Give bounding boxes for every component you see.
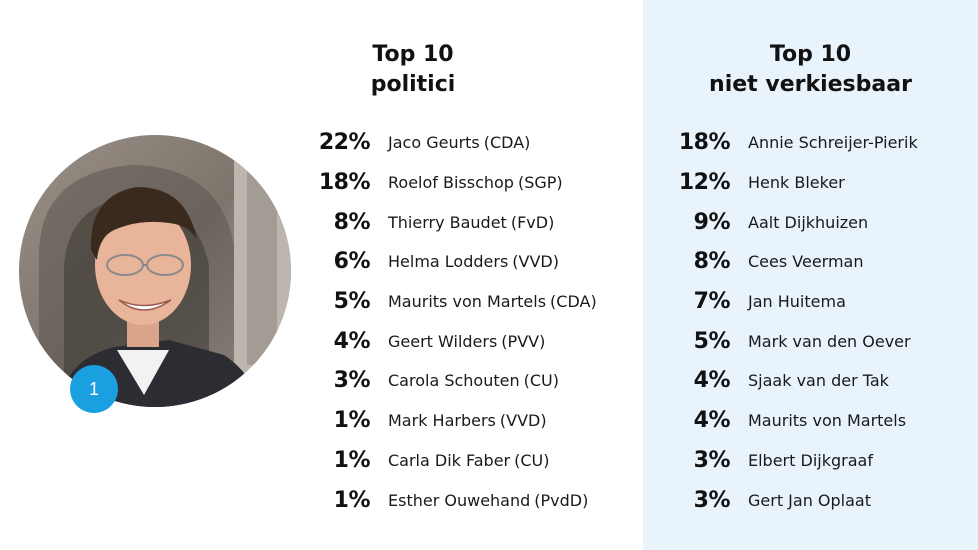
person-name: Annie Schreijer-Pierik <box>748 133 918 153</box>
percentage-label: 3% <box>333 368 371 394</box>
portrait-illustration <box>19 135 291 407</box>
niet-verkiesbaar-heading: Top 10 niet verkiesbaar <box>643 40 978 100</box>
percentage-label: 4% <box>693 408 731 434</box>
party-label: (CDA) <box>550 292 597 312</box>
person-name: Sjaak van der Tak <box>748 371 889 391</box>
list-row: 18% Annie Schreijer-Pierik <box>660 123 918 163</box>
niet-verkiesbaar-list: 18% Annie Schreijer-Pierik 12% Henk Bleker 9… <box>660 123 918 520</box>
rank-badge: 1 <box>70 365 118 413</box>
percentage-label: 4% <box>333 328 371 354</box>
list-row: 8% Cees Veerman <box>660 242 918 282</box>
person-name: Esther Ouwehand <box>388 490 531 510</box>
percentage-label: 3% <box>693 447 731 473</box>
list-row: 1% Carla Dik Faber (CU) <box>300 441 597 481</box>
percentage-label: 4% <box>693 368 731 394</box>
percentage-label: 3% <box>693 487 731 513</box>
party-label: (CDA) <box>483 133 531 153</box>
niet-verkiesbaar-heading-line2: niet verkiesbaar <box>709 72 912 97</box>
person-name: Roelof Bisschop <box>388 173 514 193</box>
person-name: Carola Schouten <box>388 371 520 391</box>
list-row: 3% Gert Jan Oplaat <box>660 480 918 520</box>
politician-photo <box>19 135 291 407</box>
party-label: (CU) <box>514 450 550 470</box>
list-row: 18% Roelof Bisschop (SGP) <box>300 163 597 203</box>
percentage-label: 1% <box>333 487 371 513</box>
list-row: 5% Mark van den Oever <box>660 321 918 361</box>
percentage-label: 9% <box>693 209 731 235</box>
party-label: (SGP) <box>517 173 563 193</box>
percentage-label: 8% <box>693 249 731 275</box>
party-label: (VVD) <box>499 411 547 431</box>
percentage-label: 22% <box>318 130 371 156</box>
percentage-label: 18% <box>678 130 731 156</box>
party-label: (FvD) <box>510 212 555 232</box>
list-row: 1% Esther Ouwehand (PvdD) <box>300 480 597 520</box>
percentage-label: 12% <box>678 170 731 196</box>
list-row: 4% Maurits von Martels <box>660 401 918 441</box>
person-name: Elbert Dijkgraaf <box>748 450 873 470</box>
person-name: Thierry Baudet <box>388 212 507 232</box>
person-name: Geert Wilders <box>388 331 498 351</box>
list-row: 4% Geert Wilders (PVV) <box>300 321 597 361</box>
person-name: Carla Dik Faber <box>388 450 511 470</box>
percentage-label: 7% <box>693 289 731 315</box>
politici-list: 22% Jaco Geurts (CDA) 18% Roelof Bisschop (SG… <box>300 123 597 520</box>
list-row: 3% Carola Schouten (CU) <box>300 361 597 401</box>
party-label: (VVD) <box>512 252 559 272</box>
party-label: (PvdD) <box>534 490 589 510</box>
person-name: Cees Veerman <box>748 252 864 272</box>
person-name: Mark Harbers <box>388 411 496 431</box>
percentage-label: 5% <box>693 328 731 354</box>
politici-heading-line2: politici <box>370 72 456 97</box>
list-row: 9% Aalt Dijkhuizen <box>660 202 918 242</box>
niet-verkiesbaar-heading-line1: Top 10 <box>769 42 852 67</box>
person-name: Jan Huitema <box>748 292 846 312</box>
percentage-label: 5% <box>333 289 371 315</box>
right-panel-background <box>643 0 978 550</box>
person-name: Maurits von Martels <box>388 292 547 312</box>
list-row: 5% Maurits von Martels (CDA) <box>300 282 597 322</box>
person-name: Aalt Dijkhuizen <box>748 212 869 232</box>
list-row: 4% Sjaak van der Tak <box>660 361 918 401</box>
party-label: (PVV) <box>501 331 546 351</box>
list-row: 1% Mark Harbers (VVD) <box>300 401 597 441</box>
percentage-label: 1% <box>333 447 371 473</box>
person-name: Mark van den Oever <box>748 331 911 351</box>
person-name: Helma Lodders <box>388 252 509 272</box>
percentage-label: 8% <box>333 209 371 235</box>
percentage-label: 18% <box>318 170 371 196</box>
percentage-label: 1% <box>333 408 371 434</box>
person-name: Gert Jan Oplaat <box>748 490 872 510</box>
percentage-label: 6% <box>333 249 371 275</box>
list-row: 7% Jan Huitema <box>660 282 918 322</box>
politici-heading: Top 10 politici <box>313 40 513 100</box>
party-label: (CU) <box>523 371 559 391</box>
person-name: Maurits von Martels <box>748 411 907 431</box>
politici-heading-line1: Top 10 <box>372 42 454 67</box>
person-name: Henk Bleker <box>748 173 845 193</box>
person-name: Jaco Geurts <box>388 133 480 153</box>
list-row: 8% Thierry Baudet (FvD) <box>300 202 597 242</box>
list-row: 6% Helma Lodders (VVD) <box>300 242 597 282</box>
list-row: 12% Henk Bleker <box>660 163 918 203</box>
list-row: 22% Jaco Geurts (CDA) <box>300 123 597 163</box>
list-row: 3% Elbert Dijkgraaf <box>660 441 918 481</box>
